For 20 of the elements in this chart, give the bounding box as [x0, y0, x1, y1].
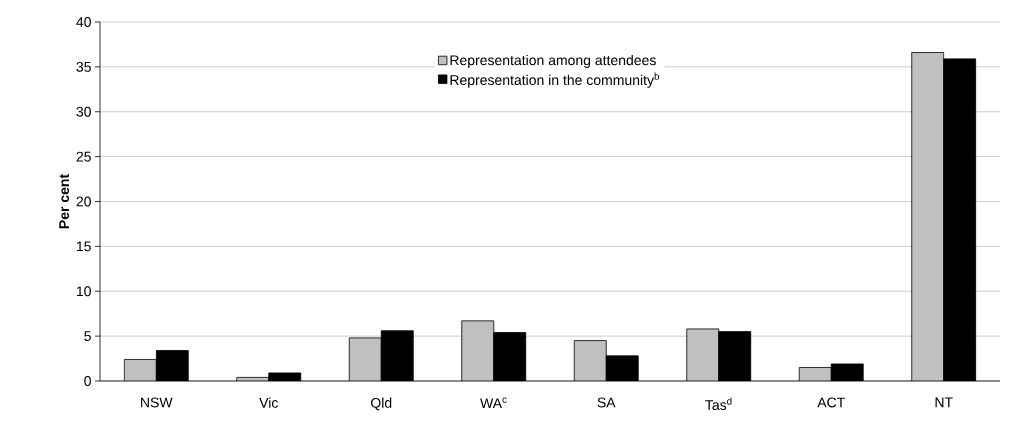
legend-label: Representation in the community$^{b}$	[450, 72, 660, 88]
x-tick-label: Vic	[259, 397, 278, 408]
y-tick-label: 25	[76, 151, 91, 162]
y-tick-label: 40	[76, 17, 91, 27]
x-tick-label: ACT	[817, 397, 845, 408]
y-tick-label: 30	[76, 106, 91, 117]
y-axis-title: Per cent	[59, 174, 70, 229]
y-tick-label: 10	[76, 286, 91, 297]
y-tick-label: 0	[84, 376, 91, 386]
x-tick-label: SA	[597, 397, 616, 408]
x-tick-label: NT	[935, 397, 953, 408]
x-tick-label: NSW	[141, 397, 173, 408]
y-tick-label: 5	[84, 331, 91, 341]
y-tick-label: 35	[76, 61, 91, 72]
x-tick-label: Qld	[371, 397, 392, 411]
x-tick-label: WA$^{c}$	[480, 397, 507, 409]
legend-label: Representation among attendees	[450, 54, 656, 68]
y-tick-label: 20	[76, 196, 91, 207]
x-tick-label: Tas$^{d}$	[705, 397, 732, 410]
y-tick-label: 15	[76, 241, 91, 252]
